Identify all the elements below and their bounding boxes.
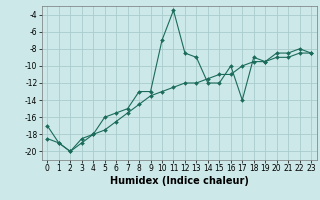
X-axis label: Humidex (Indice chaleur): Humidex (Indice chaleur) [110, 176, 249, 186]
